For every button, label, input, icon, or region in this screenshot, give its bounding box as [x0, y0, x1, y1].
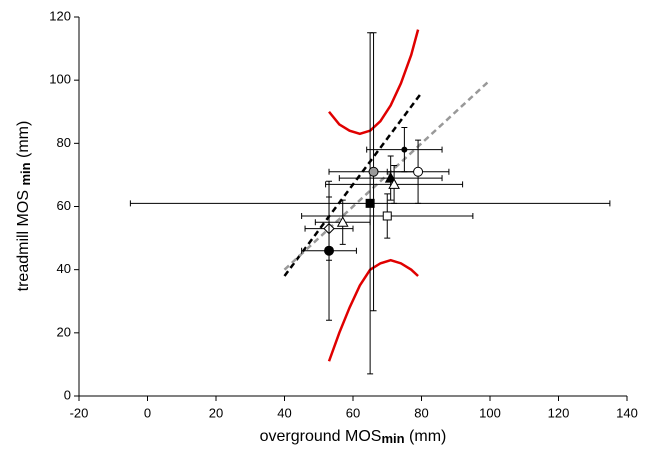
- y-label-sub: min: [18, 162, 33, 185]
- fit-line: [327, 258, 419, 362]
- y-tick-label: 0: [64, 387, 71, 402]
- y-tick-label: 100: [49, 72, 71, 87]
- marker: [413, 166, 424, 177]
- y-tick-label: 120: [49, 8, 71, 23]
- y-tick-label: 20: [57, 324, 71, 339]
- x-label-text: overground MOS: [260, 428, 382, 445]
- fit-line: [328, 29, 420, 136]
- y-tick-label: 80: [57, 135, 71, 150]
- x-tick-label: 100: [479, 405, 501, 420]
- x-tick-label: 60: [346, 405, 360, 420]
- x-tick-label: 20: [209, 405, 223, 420]
- y-label-unit: (mm): [15, 121, 32, 163]
- marker: [401, 146, 408, 153]
- marker: [368, 166, 379, 177]
- x-tick-label: 40: [277, 405, 291, 420]
- marker: [384, 172, 397, 183]
- marker: [336, 216, 349, 227]
- x-label-sub: min: [381, 431, 404, 446]
- marker: [365, 198, 375, 208]
- x-axis-label: overground MOSmin (mm): [260, 428, 447, 446]
- x-tick-label: 80: [414, 405, 428, 420]
- y-tick-label: 40: [57, 261, 71, 276]
- y-label-text: treadmill MOS: [15, 186, 32, 292]
- x-tick-label: 140: [616, 405, 638, 420]
- x-tick-label: -20: [70, 405, 89, 420]
- y-axis-label: treadmill MOS min (mm): [15, 121, 33, 292]
- fit-line: [283, 79, 491, 271]
- y-tick-label: 60: [57, 198, 71, 213]
- marker: [324, 245, 335, 256]
- marker: [388, 178, 400, 189]
- x-tick-label: 0: [144, 405, 151, 420]
- marker: [382, 211, 392, 221]
- x-label-unit: (mm): [405, 428, 447, 445]
- x-tick-label: 120: [548, 405, 570, 420]
